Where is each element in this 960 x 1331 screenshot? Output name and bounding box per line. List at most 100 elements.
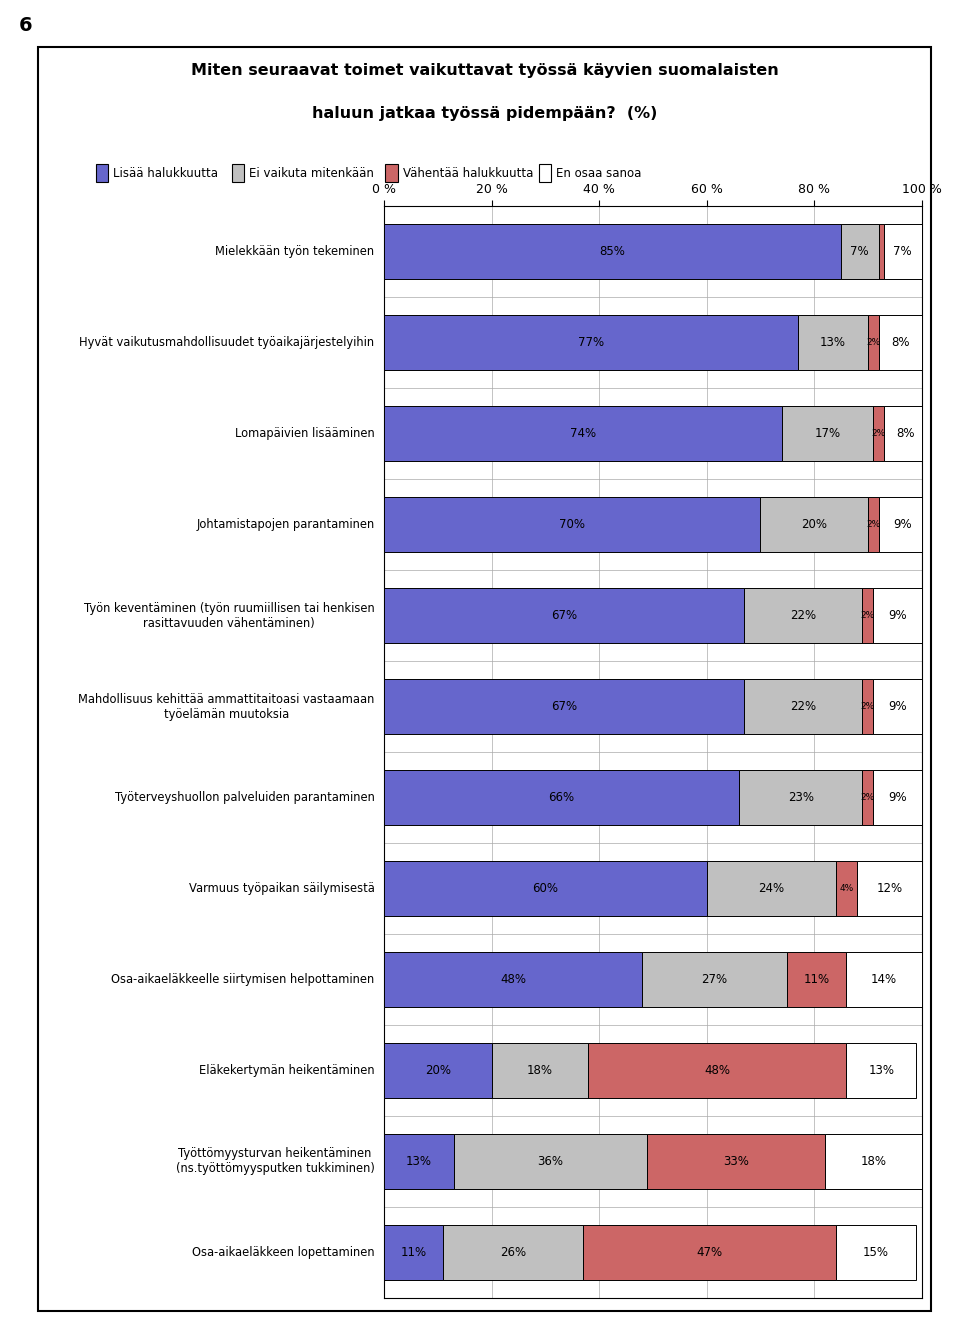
Text: 13%: 13% <box>820 337 846 349</box>
Bar <box>492 1044 588 1098</box>
Text: 13%: 13% <box>406 1155 432 1167</box>
Text: Osa-aikaeläkkeen lopettaminen: Osa-aikaeläkkeen lopettaminen <box>192 1246 374 1259</box>
Text: 36%: 36% <box>538 1155 564 1167</box>
Text: 17%: 17% <box>814 427 841 441</box>
Bar <box>878 225 884 280</box>
Bar <box>384 1134 454 1189</box>
Text: 8%: 8% <box>897 427 915 441</box>
Bar <box>760 498 868 552</box>
Bar <box>384 1225 444 1279</box>
Text: 33%: 33% <box>723 1155 749 1167</box>
Bar <box>781 406 874 461</box>
Text: 77%: 77% <box>578 337 604 349</box>
Text: Työttömyysturvan heikentäminen
(ns.työttömyysputken tukkiminen): Työttömyysturvan heikentäminen (ns.tyött… <box>176 1147 374 1175</box>
Text: Lisää halukkuutta: Lisää halukkuutta <box>113 166 218 180</box>
Text: Työterveyshuollon palveluiden parantaminen: Työterveyshuollon palveluiden parantamin… <box>114 791 374 804</box>
Text: 85%: 85% <box>600 245 625 258</box>
Bar <box>647 1134 825 1189</box>
Text: 70%: 70% <box>559 518 586 531</box>
Text: 20%: 20% <box>424 1063 451 1077</box>
Text: Lomapäivien lisääminen: Lomapäivien lisääminen <box>234 427 374 441</box>
Bar <box>739 771 862 825</box>
Text: Johtamistapojen parantaminen: Johtamistapojen parantaminen <box>196 518 374 531</box>
Text: 15%: 15% <box>863 1246 889 1259</box>
Text: 67%: 67% <box>551 610 577 622</box>
Bar <box>384 406 781 461</box>
Bar <box>787 952 847 1006</box>
Bar <box>841 225 878 280</box>
Text: Mielekkään työn tekeminen: Mielekkään työn tekeminen <box>215 245 374 258</box>
Text: 26%: 26% <box>500 1246 526 1259</box>
Bar <box>857 861 922 916</box>
Bar <box>825 1134 922 1189</box>
Text: Työn keventäminen (työn ruumiillisen tai henkisen
rasittavuuden vähentäminen): Työn keventäminen (työn ruumiillisen tai… <box>84 602 374 630</box>
Text: 66%: 66% <box>548 791 574 804</box>
FancyBboxPatch shape <box>385 164 397 181</box>
Bar <box>384 225 841 280</box>
Bar <box>884 406 927 461</box>
Text: 4%: 4% <box>839 884 853 893</box>
Bar <box>835 861 857 916</box>
Text: 2%: 2% <box>866 520 880 530</box>
Bar <box>862 679 874 733</box>
FancyBboxPatch shape <box>38 47 931 1311</box>
Bar <box>744 679 862 733</box>
Bar <box>384 1044 492 1098</box>
Text: 48%: 48% <box>500 973 526 986</box>
Text: 24%: 24% <box>758 882 784 894</box>
Text: 9%: 9% <box>888 791 907 804</box>
Bar <box>847 1044 916 1098</box>
Text: 8%: 8% <box>891 337 909 349</box>
Bar <box>884 225 922 280</box>
Bar <box>874 588 922 643</box>
Bar <box>707 861 835 916</box>
Text: 13%: 13% <box>868 1063 895 1077</box>
Text: Mahdollisuus kehittää ammattitaitoasi vastaamaan
työelämän muutoksia: Mahdollisuus kehittää ammattitaitoasi va… <box>78 692 374 720</box>
FancyBboxPatch shape <box>231 164 244 181</box>
Bar <box>642 952 787 1006</box>
Text: Varmuus työpaikan säilymisestä: Varmuus työpaikan säilymisestä <box>188 882 374 894</box>
Bar <box>384 679 744 733</box>
Bar <box>384 315 798 370</box>
Text: 74%: 74% <box>570 427 596 441</box>
Text: haluun jatkaa työssä pidempään?  (%): haluun jatkaa työssä pidempään? (%) <box>312 106 658 121</box>
Bar <box>384 498 760 552</box>
Text: 20%: 20% <box>801 518 828 531</box>
Text: Hyvät vaikutusmahdollisuudet työaikajärjestelyihin: Hyvät vaikutusmahdollisuudet työaikajärj… <box>80 337 374 349</box>
Bar <box>874 406 884 461</box>
Text: 2%: 2% <box>866 338 880 347</box>
Text: 2%: 2% <box>861 793 875 803</box>
Bar <box>744 588 862 643</box>
Text: 18%: 18% <box>527 1063 553 1077</box>
Text: Ei vaikuta mitenkään: Ei vaikuta mitenkään <box>249 166 373 180</box>
Text: 11%: 11% <box>804 973 829 986</box>
Text: 60%: 60% <box>532 882 559 894</box>
Bar <box>862 588 874 643</box>
Bar <box>384 588 744 643</box>
Text: 22%: 22% <box>790 700 816 713</box>
Text: 7%: 7% <box>851 245 869 258</box>
FancyBboxPatch shape <box>96 164 108 181</box>
Text: 6: 6 <box>19 16 33 35</box>
Text: Vähentää halukkuutta: Vähentää halukkuutta <box>402 166 533 180</box>
Text: 11%: 11% <box>400 1246 426 1259</box>
Bar <box>874 771 922 825</box>
Bar <box>868 498 878 552</box>
Bar <box>847 952 922 1006</box>
FancyBboxPatch shape <box>539 164 551 181</box>
Text: Eläkekertymän heikentäminen: Eläkekertymän heikentäminen <box>199 1063 374 1077</box>
Text: 14%: 14% <box>871 973 897 986</box>
Bar <box>798 315 868 370</box>
Text: 18%: 18% <box>860 1155 886 1167</box>
Bar <box>384 952 642 1006</box>
Text: 47%: 47% <box>696 1246 722 1259</box>
Text: 2%: 2% <box>861 611 875 620</box>
Text: 9%: 9% <box>894 518 912 531</box>
Bar <box>583 1225 835 1279</box>
Bar <box>878 315 922 370</box>
Bar <box>868 315 878 370</box>
Text: 2%: 2% <box>872 429 886 438</box>
Text: 67%: 67% <box>551 700 577 713</box>
Text: 2%: 2% <box>861 701 875 711</box>
Bar <box>454 1134 647 1189</box>
